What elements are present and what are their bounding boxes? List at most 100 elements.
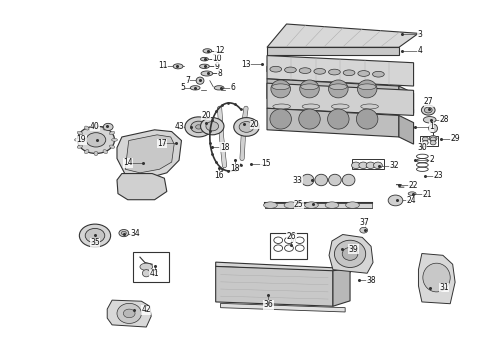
Polygon shape bbox=[418, 253, 455, 304]
Polygon shape bbox=[270, 103, 414, 114]
Polygon shape bbox=[399, 86, 414, 113]
Text: 18: 18 bbox=[220, 143, 229, 152]
Ellipse shape bbox=[94, 124, 98, 129]
Ellipse shape bbox=[284, 202, 298, 208]
Ellipse shape bbox=[200, 118, 224, 135]
Ellipse shape bbox=[423, 117, 436, 123]
Ellipse shape bbox=[117, 303, 142, 323]
Text: 32: 32 bbox=[389, 161, 399, 170]
Text: 23: 23 bbox=[433, 171, 443, 180]
Ellipse shape bbox=[234, 118, 259, 136]
Ellipse shape bbox=[272, 84, 290, 90]
Bar bbox=[265, 203, 372, 208]
Text: 28: 28 bbox=[440, 115, 449, 124]
Text: 27: 27 bbox=[424, 97, 434, 106]
Ellipse shape bbox=[408, 192, 416, 195]
Text: 2: 2 bbox=[429, 155, 434, 164]
Ellipse shape bbox=[122, 231, 126, 235]
Text: 33: 33 bbox=[293, 176, 303, 185]
Text: 19: 19 bbox=[76, 135, 86, 144]
Ellipse shape bbox=[299, 109, 320, 129]
Text: 4: 4 bbox=[417, 46, 422, 55]
Ellipse shape bbox=[299, 68, 311, 73]
Ellipse shape bbox=[203, 49, 212, 53]
Polygon shape bbox=[117, 174, 167, 200]
Text: 7: 7 bbox=[185, 76, 190, 85]
Text: 6: 6 bbox=[230, 83, 235, 92]
Ellipse shape bbox=[271, 80, 291, 98]
Ellipse shape bbox=[239, 122, 254, 132]
Text: 34: 34 bbox=[130, 229, 140, 238]
Polygon shape bbox=[267, 47, 399, 55]
Text: 9: 9 bbox=[215, 62, 220, 71]
Polygon shape bbox=[125, 135, 174, 173]
Text: 17: 17 bbox=[157, 139, 167, 148]
Ellipse shape bbox=[331, 104, 349, 109]
Ellipse shape bbox=[264, 202, 277, 208]
Text: 22: 22 bbox=[409, 181, 418, 190]
Ellipse shape bbox=[430, 137, 436, 141]
Ellipse shape bbox=[140, 263, 153, 270]
Ellipse shape bbox=[329, 80, 348, 98]
Ellipse shape bbox=[366, 162, 375, 168]
Text: 40: 40 bbox=[90, 122, 100, 131]
Text: 35: 35 bbox=[90, 238, 100, 247]
Ellipse shape bbox=[373, 162, 382, 168]
Bar bbox=[420, 136, 439, 146]
Ellipse shape bbox=[421, 105, 435, 115]
Ellipse shape bbox=[201, 71, 213, 76]
Text: 20: 20 bbox=[250, 120, 260, 129]
Ellipse shape bbox=[305, 202, 318, 208]
Ellipse shape bbox=[84, 126, 89, 130]
Ellipse shape bbox=[300, 80, 319, 98]
Polygon shape bbox=[399, 116, 414, 144]
Ellipse shape bbox=[185, 117, 212, 137]
Text: 42: 42 bbox=[142, 305, 151, 314]
Ellipse shape bbox=[360, 227, 368, 233]
Ellipse shape bbox=[103, 126, 107, 130]
Ellipse shape bbox=[342, 247, 358, 260]
Text: 18: 18 bbox=[230, 164, 240, 173]
Ellipse shape bbox=[330, 84, 347, 90]
Polygon shape bbox=[267, 83, 414, 116]
Ellipse shape bbox=[109, 131, 115, 135]
Ellipse shape bbox=[77, 145, 83, 148]
Ellipse shape bbox=[351, 162, 360, 168]
Text: 39: 39 bbox=[348, 245, 358, 254]
Ellipse shape bbox=[329, 174, 341, 186]
Ellipse shape bbox=[342, 174, 355, 186]
Ellipse shape bbox=[357, 80, 377, 98]
Ellipse shape bbox=[345, 202, 359, 208]
Text: 10: 10 bbox=[212, 54, 222, 63]
Ellipse shape bbox=[119, 229, 129, 237]
Text: 11: 11 bbox=[158, 62, 168, 71]
Text: 24: 24 bbox=[406, 196, 416, 205]
Ellipse shape bbox=[422, 140, 428, 145]
Ellipse shape bbox=[314, 68, 326, 74]
Polygon shape bbox=[267, 55, 414, 86]
Text: 30: 30 bbox=[417, 143, 427, 152]
Ellipse shape bbox=[74, 138, 80, 141]
Polygon shape bbox=[272, 61, 405, 71]
Polygon shape bbox=[267, 108, 399, 137]
Polygon shape bbox=[267, 24, 418, 47]
Bar bbox=[270, 233, 307, 259]
Text: 5: 5 bbox=[180, 83, 185, 92]
Polygon shape bbox=[216, 266, 333, 306]
Ellipse shape bbox=[196, 125, 201, 129]
Ellipse shape bbox=[315, 174, 328, 186]
Ellipse shape bbox=[270, 109, 292, 129]
Ellipse shape bbox=[301, 174, 314, 186]
Ellipse shape bbox=[103, 150, 107, 154]
Ellipse shape bbox=[273, 104, 291, 109]
Ellipse shape bbox=[388, 195, 403, 206]
Ellipse shape bbox=[199, 64, 209, 68]
Ellipse shape bbox=[86, 133, 106, 147]
Ellipse shape bbox=[191, 121, 206, 133]
Ellipse shape bbox=[328, 109, 349, 129]
Ellipse shape bbox=[285, 67, 296, 73]
Text: 14: 14 bbox=[123, 158, 133, 167]
Ellipse shape bbox=[77, 126, 115, 153]
Ellipse shape bbox=[430, 140, 436, 145]
Ellipse shape bbox=[372, 71, 384, 77]
